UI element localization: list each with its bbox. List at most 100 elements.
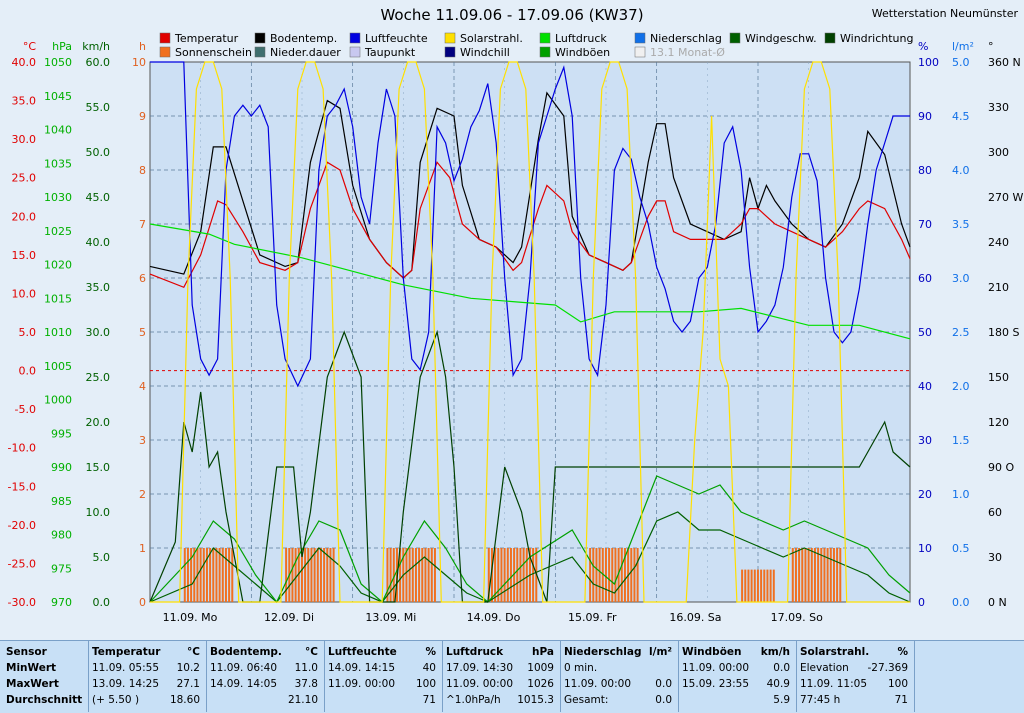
stats-column-head: Luftfeuchte%	[328, 646, 436, 658]
stats-cell: 11.09. 06:40 11.0	[210, 662, 318, 674]
percent-axis-tick: 80	[918, 164, 932, 177]
legend-label: Windböen	[555, 46, 610, 59]
temp-axis-tick: -10.0	[8, 442, 36, 455]
direction-axis-tick: 300	[988, 146, 1009, 159]
stats-cell: 11.09. 00:00 0.0	[682, 662, 790, 674]
stats-column-head: Niederschlag l/m²	[564, 646, 672, 658]
sunshine-bar	[326, 548, 329, 602]
legend-label: Windgeschw.	[745, 32, 817, 45]
legend-label: Temperatur	[174, 32, 239, 45]
sunshine-bar	[753, 569, 756, 602]
precip-axis-tick: 2.0	[952, 380, 970, 393]
stats-value: 5.9	[773, 694, 790, 706]
sunshine-bar	[766, 569, 769, 602]
stats-column-head: Solarstrahl.%	[800, 646, 908, 658]
sunshine-bar	[186, 548, 189, 602]
stats-value: 10.2	[176, 662, 200, 674]
stats-column-unit: km/h	[760, 646, 790, 658]
stats-value: 0.0	[655, 678, 672, 690]
temp-axis-tick: 20.0	[12, 210, 37, 223]
legend-swatch	[444, 46, 456, 58]
stats-row-label: Durchschnitt	[6, 694, 83, 706]
stats-cell: ^1.0hPa/h 1015.3	[446, 694, 554, 706]
hpa-axis-tick: 975	[51, 562, 72, 575]
sunshine-bar	[509, 548, 512, 602]
kmh-axis-tick: 20.0	[86, 416, 111, 429]
stats-separator	[324, 640, 325, 712]
sunshine-bar	[433, 548, 436, 602]
direction-axis-unit: °	[988, 40, 994, 53]
hpa-axis-tick: 1020	[44, 259, 72, 272]
hpa-axis-tick: 970	[51, 596, 72, 609]
hpa-axis-tick: 1025	[44, 225, 72, 238]
sunshine-bar	[794, 548, 797, 602]
legend-label: Solarstrahl.	[460, 32, 523, 45]
stats-separator	[88, 640, 89, 712]
sunshine-bar	[427, 548, 430, 602]
stats-cell: 17.09. 14:30 1009	[446, 662, 554, 674]
hpa-axis-tick: 985	[51, 495, 72, 508]
sunshine-bar	[307, 548, 310, 602]
sunshine-bar	[817, 548, 820, 602]
sunshine-bar	[199, 548, 202, 602]
percent-axis-unit: %	[918, 40, 928, 53]
sunshine-bar	[285, 548, 288, 602]
stats-column-unit: %	[897, 646, 908, 658]
kmh-axis-tick: 25.0	[86, 371, 111, 384]
stats-cell: Gesamt: 0.0	[564, 694, 672, 706]
series-luftdruck	[149, 223, 911, 340]
legend-swatch	[349, 46, 361, 58]
sunshine-bar	[823, 548, 826, 602]
stats-column: Temperatur °C 11.09. 05:55 10.2 13.09. 14:25…	[92, 644, 204, 712]
sunshine-bar	[633, 548, 636, 602]
legend-label: Windrichtung	[840, 32, 913, 45]
legend-label: Sonnenschein	[175, 46, 252, 59]
stats-cell: 11.09. 00:00 100	[328, 678, 436, 690]
stats-cell: 14.09. 14:15 40	[328, 662, 436, 674]
sunshine-bar	[589, 548, 592, 602]
series-windrichtung	[149, 329, 911, 603]
legend-label: Luftdruck	[555, 32, 607, 45]
sunshine-bar	[798, 548, 801, 602]
stats-value: 1009	[527, 662, 554, 674]
temp-axis-tick: 40.0	[12, 56, 37, 69]
legend-label: Nieder.dauer	[270, 46, 341, 59]
series-bodentemp	[149, 91, 911, 279]
sunshine-bar	[744, 569, 747, 602]
legend-swatch	[349, 32, 361, 44]
stats-column: Bodentemp. °C 11.09. 06:40 11.0 14.09. 14:05…	[210, 644, 322, 712]
stats-row-label: MaxWert	[6, 678, 59, 690]
percent-axis-tick: 100	[918, 56, 939, 69]
direction-axis-tick: 120	[988, 416, 1009, 429]
sunshine-bar	[513, 548, 516, 602]
stats-value: 100	[887, 678, 908, 690]
sunshine-bar	[294, 548, 297, 602]
kmh-axis-tick: 10.0	[86, 506, 111, 519]
kmh-axis-tick: 60.0	[86, 56, 111, 69]
x-day-label: 11.09. Mo	[163, 611, 218, 624]
sunshine-bar	[310, 548, 313, 602]
legend-swatch	[634, 46, 646, 58]
hpa-axis-tick: 1030	[44, 191, 72, 204]
sunshine-bar	[487, 548, 490, 602]
temp-axis-tick: -20.0	[8, 519, 36, 532]
percent-axis-tick: 0	[918, 596, 925, 609]
direction-axis-tick: 270 W	[988, 191, 1023, 204]
stats-column-unit: hPa	[532, 646, 554, 658]
stats-value: 1026	[527, 678, 554, 690]
hours-axis-tick: 6	[139, 272, 146, 285]
sunshine-bar	[392, 548, 395, 602]
station-name: Wetterstation Neumünster	[872, 7, 1019, 20]
series-lines	[149, 61, 911, 604]
sunshine-bar	[522, 548, 525, 602]
stats-cell: Elevation -27.369	[800, 662, 908, 674]
sunshine-bar	[183, 548, 186, 602]
direction-axis-tick: 180 S	[988, 326, 1019, 339]
sunshine-bar	[763, 569, 766, 602]
percent-axis-tick: 70	[918, 218, 932, 231]
series-temperatur	[149, 161, 911, 289]
precip-axis-tick: 3.5	[952, 218, 970, 231]
precip-axis-tick: 0.0	[952, 596, 970, 609]
kmh-axis-tick: 35.0	[86, 281, 111, 294]
legend-swatch	[159, 46, 171, 58]
